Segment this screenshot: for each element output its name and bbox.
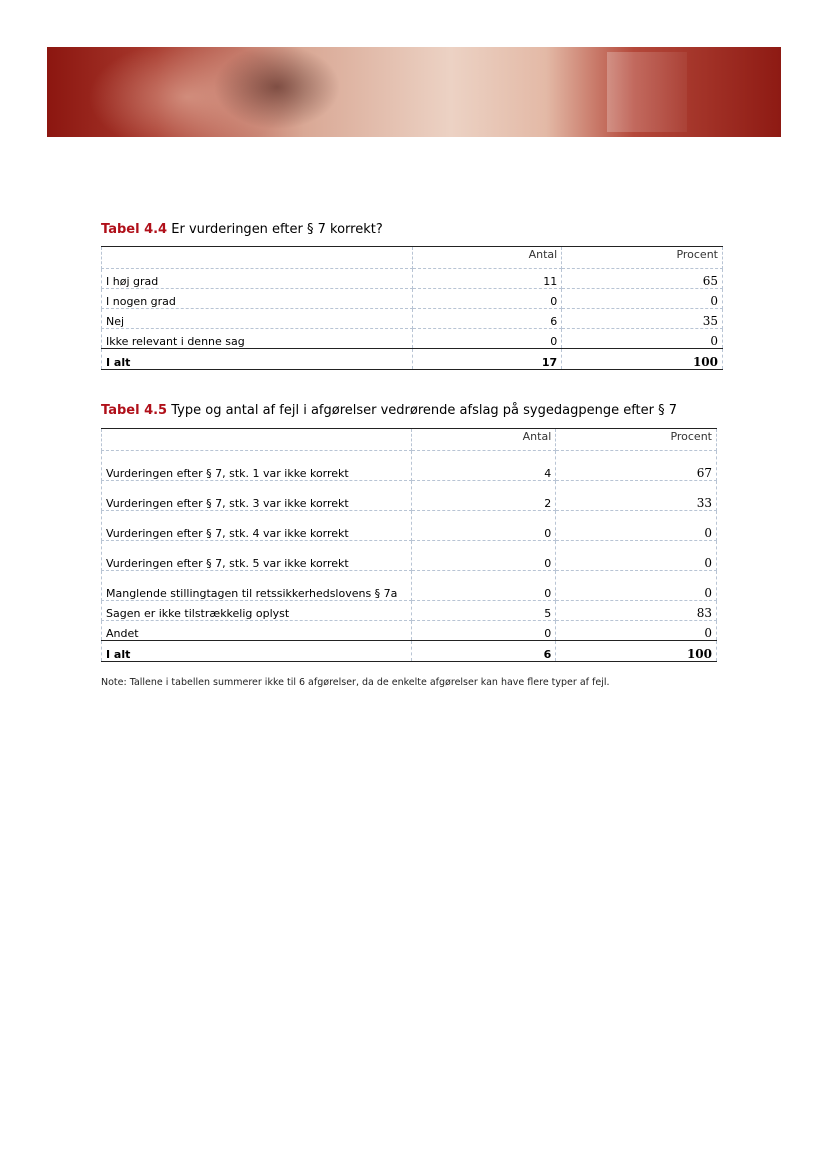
table-4-4-caption: Tabel 4.4 Er vurderingen efter § 7 korre…	[101, 222, 383, 237]
antal-cell: 6	[410, 640, 557, 662]
row-label: I alt	[100, 348, 414, 370]
antal-cell: 5	[410, 600, 557, 621]
antal-cell: 4	[410, 450, 557, 481]
row-label: I høj grad	[100, 268, 414, 289]
procent-cell: 83	[555, 600, 717, 621]
antal-cell: 11	[412, 268, 563, 289]
row-label: Nej	[100, 308, 414, 329]
header-cell: Procent	[555, 428, 717, 451]
table-row: Nej 6 35	[100, 308, 723, 329]
antal-cell: 0	[410, 620, 557, 641]
procent-cell: 0	[561, 288, 723, 309]
antal-cell: 0	[412, 288, 563, 309]
procent-cell: 67	[555, 450, 717, 481]
table-row: I nogen grad 0 0	[100, 288, 723, 309]
table-row: Vurderingen efter § 7, stk. 1 var ikke k…	[101, 450, 717, 481]
total-row: I alt 17 100	[100, 348, 723, 370]
row-label: I alt	[101, 640, 412, 662]
procent-cell: 33	[555, 480, 717, 511]
row-label: Vurderingen efter § 7, stk. 3 var ikke k…	[101, 480, 412, 511]
procent-cell: 100	[561, 348, 723, 370]
row-label: Sagen er ikke tilstrækkelig oplyst	[101, 600, 412, 621]
procent-cell: 100	[555, 640, 717, 662]
table-row: I høj grad 11 65	[100, 268, 723, 289]
row-label: Vurderingen efter § 7, stk. 5 var ikke k…	[101, 540, 412, 571]
table-row: Vurderingen efter § 7, stk. 4 var ikke k…	[101, 510, 717, 541]
table-row: Andet 0 0	[101, 620, 717, 641]
antal-cell: 0	[410, 540, 557, 571]
antal-cell: 0	[410, 570, 557, 601]
procent-cell: 0	[561, 328, 723, 349]
table-label: Tabel 4.4	[101, 222, 168, 237]
table-row: Manglende stillingtagen til retssikkerhe…	[101, 570, 717, 601]
procent-cell: 0	[555, 570, 717, 601]
antal-cell: 0	[410, 510, 557, 541]
table-row: Vurderingen efter § 7, stk. 5 var ikke k…	[101, 540, 717, 571]
row-label: Vurderingen efter § 7, stk. 1 var ikke k…	[101, 450, 412, 481]
row-label: Manglende stillingtagen til retssikkerhe…	[101, 570, 412, 601]
header-banner-image	[47, 47, 781, 137]
table-row: Vurderingen efter § 7, stk. 3 var ikke k…	[101, 480, 717, 511]
header-cell	[101, 428, 412, 451]
table-title: Er vurderingen efter § 7 korrekt?	[171, 222, 383, 237]
table-title: Type og antal af fejl i afgørelser vedrø…	[171, 403, 678, 418]
table-label: Tabel 4.5	[101, 403, 168, 418]
total-row: I alt 6 100	[101, 640, 717, 662]
antal-cell: 0	[412, 328, 563, 349]
header-cell	[100, 246, 414, 269]
table-note: Note: Tallene i tabellen summerer ikke t…	[101, 677, 610, 688]
row-label: Vurderingen efter § 7, stk. 4 var ikke k…	[101, 510, 412, 541]
procent-cell: 0	[555, 510, 717, 541]
table-row: Sagen er ikke tilstrækkelig oplyst 5 83	[101, 600, 717, 621]
table-row: Ikke relevant i denne sag 0 0	[100, 328, 723, 349]
header-cell: Antal	[412, 246, 563, 269]
table-4-4: Antal Procent I høj grad 11 65 I nogen grad 0…	[100, 246, 723, 370]
antal-cell: 2	[410, 480, 557, 511]
table-4-5-caption: Tabel 4.5 Type og antal af fejl i afgøre…	[101, 403, 677, 418]
row-label: Andet	[101, 620, 412, 641]
row-label: Ikke relevant i denne sag	[100, 328, 414, 349]
antal-cell: 17	[412, 348, 563, 370]
header-cell: Procent	[561, 246, 723, 269]
row-label: I nogen grad	[100, 288, 414, 309]
procent-cell: 0	[555, 620, 717, 641]
table-4-5: Antal Procent Vurderingen efter § 7, stk.…	[101, 428, 717, 662]
procent-cell: 0	[555, 540, 717, 571]
header-cell: Antal	[410, 428, 557, 451]
procent-cell: 35	[561, 308, 723, 329]
antal-cell: 6	[412, 308, 563, 329]
procent-cell: 65	[561, 268, 723, 289]
